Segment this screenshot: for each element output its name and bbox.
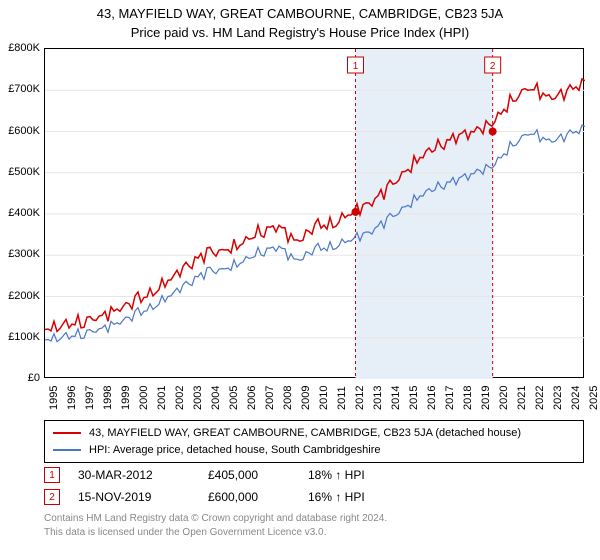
x-tick-label: 2023 xyxy=(552,386,564,410)
x-tick-label: 2008 xyxy=(282,386,294,410)
transaction-hpi: 16% ↑ HPI xyxy=(308,490,408,504)
x-tick-label: 1999 xyxy=(120,386,132,410)
footer: Contains HM Land Registry data © Crown c… xyxy=(44,512,387,540)
x-tick-label: 1997 xyxy=(84,386,96,410)
x-tick-label: 2005 xyxy=(228,386,240,410)
footer-line: This data is licensed under the Open Gov… xyxy=(44,526,387,540)
y-tick-label: £200K xyxy=(0,290,40,302)
x-tick-label: 2010 xyxy=(318,386,330,410)
transaction-date: 15-NOV-2019 xyxy=(78,490,208,504)
x-tick-label: 2003 xyxy=(192,386,204,410)
x-tick-label: 2021 xyxy=(516,386,528,410)
x-tick-label: 2006 xyxy=(246,386,258,410)
x-tick-label: 2011 xyxy=(336,386,348,410)
y-tick-label: £700K xyxy=(0,83,40,95)
x-tick-label: 2001 xyxy=(156,386,168,410)
y-tick-label: £800K xyxy=(0,42,40,54)
transaction-price: £405,000 xyxy=(208,468,308,482)
x-tick-label: 2016 xyxy=(426,386,438,410)
x-tick-label: 2017 xyxy=(444,386,456,410)
transaction-badge: 1 xyxy=(44,467,60,483)
svg-text:1: 1 xyxy=(353,61,359,72)
page-subtitle: Price paid vs. HM Land Registry's House … xyxy=(0,21,600,40)
y-tick-label: £100K xyxy=(0,331,40,343)
x-tick-label: 2015 xyxy=(408,386,420,410)
legend-label: 43, MAYFIELD WAY, GREAT CAMBOURNE, CAMBR… xyxy=(89,425,521,442)
transaction-row: 1 30-MAR-2012 £405,000 18% ↑ HPI xyxy=(44,464,408,486)
x-tick-label: 2009 xyxy=(300,386,312,410)
x-tick-label: 2022 xyxy=(534,386,546,410)
y-tick-label: £0 xyxy=(0,372,40,384)
legend-label: HPI: Average price, detached house, Sout… xyxy=(89,442,380,459)
y-tick-label: £400K xyxy=(0,207,40,219)
chart-svg: 12 xyxy=(45,49,585,379)
x-tick-label: 2002 xyxy=(174,386,186,410)
y-tick-label: £300K xyxy=(0,248,40,260)
x-tick-label: 2020 xyxy=(498,386,510,410)
x-tick-label: 2024 xyxy=(570,386,582,410)
legend-swatch xyxy=(53,449,81,451)
x-tick-label: 2007 xyxy=(264,386,276,410)
legend-item-hpi: HPI: Average price, detached house, Sout… xyxy=(53,442,575,459)
transaction-rows: 1 30-MAR-2012 £405,000 18% ↑ HPI 2 15-NO… xyxy=(44,464,408,508)
x-tick-label: 2025 xyxy=(588,386,600,410)
x-tick-label: 2013 xyxy=(372,386,384,410)
x-tick-label: 1998 xyxy=(102,386,114,410)
transaction-row: 2 15-NOV-2019 £600,000 16% ↑ HPI xyxy=(44,486,408,508)
page-title: 43, MAYFIELD WAY, GREAT CAMBOURNE, CAMBR… xyxy=(0,0,600,21)
transaction-hpi: 18% ↑ HPI xyxy=(308,468,408,482)
x-tick-label: 2014 xyxy=(390,386,402,410)
x-tick-label: 1996 xyxy=(66,386,78,410)
svg-text:2: 2 xyxy=(490,61,496,72)
transaction-price: £600,000 xyxy=(208,490,308,504)
legend-item-property: 43, MAYFIELD WAY, GREAT CAMBOURNE, CAMBR… xyxy=(53,425,575,442)
legend-swatch xyxy=(53,432,81,434)
transaction-date: 30-MAR-2012 xyxy=(78,468,208,482)
price-chart: 12 xyxy=(44,48,584,378)
y-tick-label: £500K xyxy=(0,166,40,178)
footer-line: Contains HM Land Registry data © Crown c… xyxy=(44,512,387,526)
transaction-badge: 2 xyxy=(44,489,60,505)
x-tick-label: 2019 xyxy=(480,386,492,410)
x-tick-label: 2000 xyxy=(138,386,150,410)
x-tick-label: 1995 xyxy=(48,386,60,410)
legend: 43, MAYFIELD WAY, GREAT CAMBOURNE, CAMBR… xyxy=(44,420,584,463)
x-tick-label: 2012 xyxy=(354,386,366,410)
x-tick-label: 2018 xyxy=(462,386,474,410)
x-tick-label: 2004 xyxy=(210,386,222,410)
y-tick-label: £600K xyxy=(0,125,40,137)
